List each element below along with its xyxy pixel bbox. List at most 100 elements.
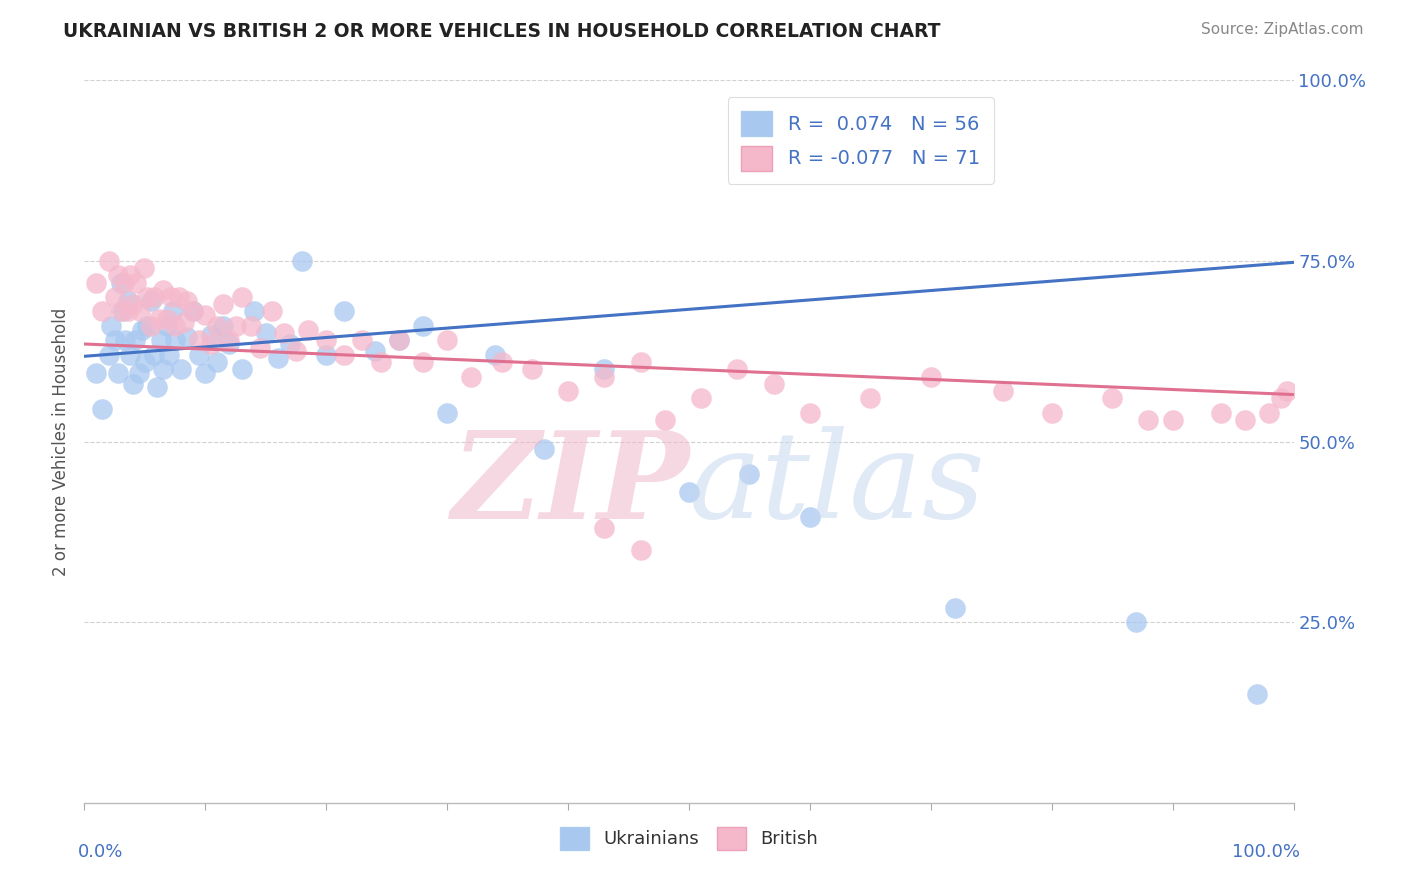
Point [212, 318, 235, 333]
Point [738, 467, 761, 481]
Point [125, 276, 148, 290]
Point [231, 290, 253, 304]
Point [152, 283, 174, 297]
Point [104, 290, 127, 304]
Point [188, 334, 211, 348]
Point [762, 376, 785, 391]
Point [165, 334, 187, 348]
Text: UKRAINIAN VS BRITISH 2 OR MORE VEHICLES IN HOUSEHOLD CORRELATION CHART: UKRAINIAN VS BRITISH 2 OR MORE VEHICLES … [63, 22, 941, 41]
Point [181, 304, 204, 318]
Point [654, 413, 676, 427]
Point [139, 293, 162, 308]
Point [212, 297, 235, 311]
Point [249, 341, 271, 355]
Point [167, 290, 190, 304]
Point [143, 290, 166, 304]
Y-axis label: 2 or more Vehicles in Household: 2 or more Vehicles in Household [52, 308, 70, 575]
Point [363, 344, 385, 359]
Point [97, 253, 120, 268]
Point [388, 334, 411, 348]
Point [136, 290, 159, 304]
Point [315, 348, 337, 362]
Point [460, 369, 482, 384]
Point [100, 318, 122, 333]
Point [173, 315, 195, 329]
Point [120, 268, 142, 283]
Point [139, 318, 162, 333]
Point [143, 348, 166, 362]
Point [225, 318, 247, 333]
Point [148, 311, 170, 326]
Text: Source: ZipAtlas.com: Source: ZipAtlas.com [1201, 22, 1364, 37]
Point [129, 304, 152, 318]
Point [436, 334, 458, 348]
Point [284, 344, 308, 359]
Point [315, 334, 337, 348]
Point [200, 327, 222, 342]
Point [254, 326, 277, 340]
Point [117, 293, 139, 308]
Point [107, 366, 129, 380]
Point [146, 380, 169, 394]
Point [1101, 391, 1123, 405]
Point [117, 304, 139, 318]
Point [86, 276, 108, 290]
Point [1270, 391, 1292, 405]
Point [278, 337, 301, 351]
Point [799, 510, 821, 524]
Point [176, 293, 198, 308]
Point [188, 348, 211, 362]
Point [91, 402, 114, 417]
Point [1137, 413, 1160, 427]
Point [436, 406, 458, 420]
Point [484, 348, 506, 362]
Text: atlas: atlas [689, 426, 986, 543]
Point [155, 318, 177, 333]
Text: ZIP: ZIP [451, 425, 689, 544]
Point [593, 521, 616, 535]
Point [134, 355, 156, 369]
Point [678, 485, 700, 500]
Point [207, 355, 229, 369]
Point [690, 391, 713, 405]
Point [370, 355, 392, 369]
Point [491, 355, 513, 369]
Point [165, 318, 187, 333]
Point [176, 330, 198, 344]
Point [533, 442, 555, 456]
Point [333, 348, 356, 362]
Point [630, 355, 652, 369]
Point [131, 322, 153, 336]
Point [333, 304, 356, 318]
Text: 0.0%: 0.0% [79, 843, 124, 861]
Point [859, 391, 882, 405]
Point [291, 253, 314, 268]
Point [97, 348, 120, 362]
Legend: Ukrainians, British: Ukrainians, British [551, 818, 827, 859]
Point [107, 268, 129, 283]
Point [920, 369, 942, 384]
Point [1277, 384, 1299, 398]
Point [124, 334, 146, 348]
Point [132, 261, 155, 276]
Point [114, 334, 136, 348]
Point [152, 362, 174, 376]
Point [297, 322, 319, 336]
Point [112, 276, 135, 290]
Point [593, 362, 616, 376]
Point [1209, 406, 1232, 420]
Point [593, 369, 616, 384]
Point [170, 362, 193, 376]
Point [162, 304, 184, 318]
Point [121, 376, 143, 391]
Point [725, 362, 748, 376]
Point [630, 542, 652, 557]
Point [993, 384, 1015, 398]
Point [1234, 413, 1257, 427]
Point [120, 348, 142, 362]
Point [231, 362, 253, 376]
Point [149, 334, 172, 348]
Point [194, 308, 217, 322]
Point [1161, 413, 1184, 427]
Point [273, 326, 295, 340]
